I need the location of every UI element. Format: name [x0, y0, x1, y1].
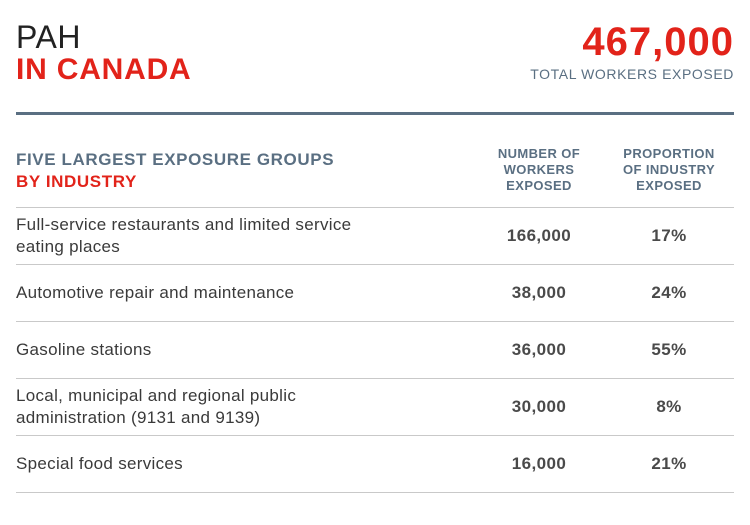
title-line-2: IN CANADA [16, 53, 192, 86]
industry-line: eating places [16, 237, 121, 256]
industry-name: Special food services [16, 453, 474, 475]
workers-column-header: NUMBER OF WORKERS EXPOSED [474, 140, 604, 194]
industry-line: administration (9131 and 9139) [16, 408, 261, 427]
total-workers-label: TOTAL WORKERS EXPOSED [530, 66, 734, 82]
table-row: Full-service restaurants and limited ser… [16, 208, 734, 265]
proportion-exposed: 8% [656, 397, 682, 416]
table-row: Special food services 16,000 21% [16, 436, 734, 493]
industry-line: Special food services [16, 454, 183, 473]
industry-name: Full-service restaurants and limited ser… [16, 214, 474, 258]
proportion-header-line: PROPORTION [623, 146, 715, 161]
proportion-header-line: OF INDUSTRY [622, 162, 716, 177]
group-heading: FIVE LARGEST EXPOSURE GROUPS BY INDUSTRY [16, 140, 474, 193]
page-title: PAH IN CANADA [16, 20, 192, 86]
table-row: Gasoline stations 36,000 55% [16, 322, 734, 379]
proportion-exposed: 17% [651, 226, 687, 245]
header-divider [16, 112, 734, 115]
workers-exposed: 16,000 [511, 454, 567, 473]
workers-exposed: 36,000 [511, 340, 567, 359]
group-heading-line-2: BY INDUSTRY [16, 172, 137, 191]
industry-name: Local, municipal and regional public adm… [16, 385, 474, 429]
workers-exposed: 38,000 [511, 283, 567, 302]
proportion-header-line: EXPOSED [636, 178, 702, 193]
industry-line: Automotive repair and maintenance [16, 283, 295, 302]
proportion-column-header: PROPORTION OF INDUSTRY EXPOSED [604, 140, 734, 194]
table-row: Automotive repair and maintenance 38,000… [16, 265, 734, 322]
title-line-1: PAH [16, 19, 81, 55]
proportion-exposed: 24% [651, 283, 687, 302]
table-header: FIVE LARGEST EXPOSURE GROUPS BY INDUSTRY… [16, 140, 734, 208]
proportion-exposed: 55% [651, 340, 687, 359]
exposure-table: FIVE LARGEST EXPOSURE GROUPS BY INDUSTRY… [16, 140, 734, 493]
workers-header-line: WORKERS [503, 162, 575, 177]
proportion-exposed: 21% [651, 454, 687, 473]
workers-header-line: NUMBER OF [497, 146, 581, 161]
workers-exposed: 166,000 [506, 226, 572, 245]
total-workers-value: 467,000 [582, 20, 734, 64]
industry-line: Local, municipal and regional public [16, 386, 297, 405]
workers-exposed: 30,000 [511, 397, 567, 416]
industry-name: Gasoline stations [16, 339, 474, 361]
workers-header-line: EXPOSED [506, 178, 572, 193]
table-row: Local, municipal and regional public adm… [16, 379, 734, 436]
industry-line: Gasoline stations [16, 340, 152, 359]
industry-name: Automotive repair and maintenance [16, 282, 474, 304]
group-heading-line-1: FIVE LARGEST EXPOSURE GROUPS [16, 150, 335, 169]
total-workers-stat: 467,000 TOTAL WORKERS EXPOSED [530, 20, 734, 82]
industry-line: Full-service restaurants and limited ser… [16, 215, 352, 234]
